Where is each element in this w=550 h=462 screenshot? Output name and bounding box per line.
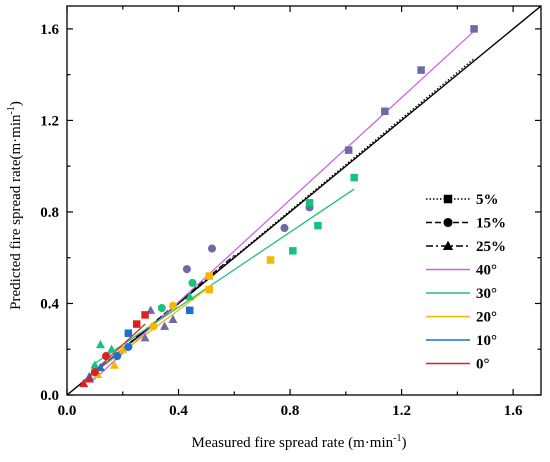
legend-marker	[443, 217, 453, 228]
x-axis-label: Measured fire spread rate (m·min-1)	[192, 433, 407, 451]
plot-area	[67, 6, 541, 395]
legend-label: 5%	[476, 192, 499, 208]
series-0	[140, 25, 478, 342]
legend-entry-1: 15%	[426, 216, 506, 232]
data-point	[107, 344, 117, 353]
data-point	[205, 272, 213, 280]
y-tick-label: 0.8	[40, 205, 59, 221]
data-point	[140, 333, 150, 342]
y-tick-label: 0.0	[40, 388, 59, 404]
legend-label: 40°	[476, 263, 497, 279]
legend-entry-5: 20°	[426, 310, 497, 326]
data-point	[90, 368, 99, 377]
data-point	[185, 291, 195, 301]
legend-label: 0°	[476, 357, 490, 373]
data-point	[149, 322, 158, 331]
data-point	[280, 223, 289, 233]
data-point	[109, 360, 119, 369]
legend-label: 10°	[476, 333, 497, 349]
legend-entry-3: 40°	[426, 263, 497, 279]
data-point	[381, 107, 389, 116]
legend-label: 25%	[476, 239, 506, 255]
data-point	[188, 278, 197, 287]
data-point	[205, 285, 213, 294]
data-point	[157, 303, 166, 313]
data-point	[95, 339, 105, 349]
y-tick-label: 1.6	[40, 22, 59, 38]
data-point	[289, 247, 297, 255]
legend-entry-7: 0°	[426, 357, 490, 373]
legend-label: 15%	[476, 216, 506, 232]
data-point	[207, 244, 217, 253]
data-point	[160, 321, 170, 330]
x-tick-label: 0.8	[281, 403, 300, 419]
data-point	[113, 352, 122, 361]
y-tick-label: 0.4	[40, 296, 59, 312]
data-point	[417, 66, 425, 74]
data-point	[101, 352, 111, 361]
data-point	[470, 25, 478, 33]
x-tick-label: 0.0	[58, 403, 77, 419]
x-tick-label: 1.6	[504, 403, 523, 419]
data-point	[314, 221, 322, 230]
y-axis-label: Predicted fire spread rate(m·min-1)	[6, 101, 24, 310]
data-point	[350, 173, 358, 182]
data-point	[79, 378, 89, 388]
x-tick-label: 0.4	[169, 403, 188, 419]
series-1	[90, 173, 358, 369]
series-2	[93, 256, 275, 378]
fit-line-2	[80, 280, 207, 385]
data-point	[168, 314, 178, 324]
data-point	[124, 329, 133, 337]
plot-frame	[66, 5, 542, 396]
data-point	[84, 374, 94, 383]
legend-entry-4: 30°	[426, 286, 497, 302]
legend: 5% 15% 25% 40° 30° 20° 10° 0°	[426, 192, 506, 373]
y-tick-label: 1.2	[40, 113, 59, 129]
axes: 0.0 0.4 0.8 1.2 1.6 0.0 0.4 0.8 1.2 1.6	[40, 5, 542, 419]
data-point	[185, 306, 194, 315]
legend-entry-2: 25%	[426, 239, 506, 255]
legend-entry-0: 5%	[426, 192, 499, 208]
legend-label: 20°	[476, 310, 497, 326]
fit-line-3	[91, 30, 475, 382]
data-point	[344, 146, 353, 154]
data-point	[118, 344, 128, 353]
data-point	[168, 301, 178, 310]
data-point	[124, 342, 133, 351]
data-point	[141, 311, 149, 319]
legend-entry-6: 10°	[426, 333, 497, 349]
series-4	[79, 311, 149, 388]
data-point	[182, 265, 191, 274]
fit-line-4	[91, 188, 355, 366]
legend-marker	[443, 194, 453, 204]
data-point	[90, 360, 100, 369]
legend-marker	[442, 240, 454, 251]
data-point	[266, 256, 275, 264]
data-point	[305, 199, 314, 207]
legend-label: 30°	[476, 286, 497, 302]
x-tick-label: 1.2	[392, 403, 411, 419]
data-point	[132, 320, 141, 328]
data-point	[95, 362, 105, 372]
